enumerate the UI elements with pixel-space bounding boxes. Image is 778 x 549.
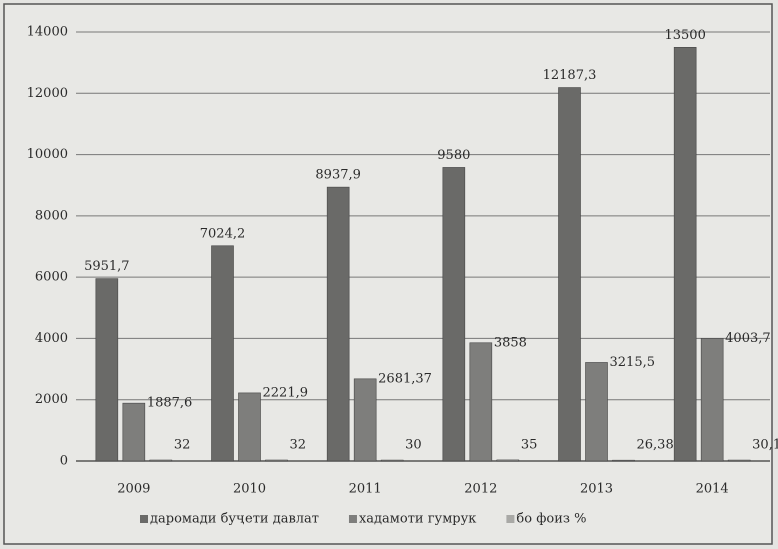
data-label: 5951,7 — [84, 259, 130, 274]
bar — [265, 459, 288, 462]
data-label: 35 — [521, 438, 538, 453]
bar — [727, 459, 751, 462]
bar — [700, 338, 724, 462]
data-label: 9580 — [437, 148, 470, 163]
bar — [673, 47, 697, 462]
bar — [442, 167, 466, 462]
data-label: 12187,3 — [543, 68, 597, 83]
y-tick-label: 2000 — [35, 392, 68, 407]
data-label: 30 — [405, 438, 422, 453]
x-tick-label: 2011 — [349, 482, 382, 497]
bar — [496, 459, 520, 462]
data-label: 26,38 — [637, 438, 674, 453]
y-tick-label: 0 — [60, 454, 68, 469]
bar — [211, 245, 234, 462]
x-tick-label: 2014 — [696, 482, 729, 497]
legend-label: хадамоти гумрук — [359, 512, 476, 527]
bar — [95, 278, 119, 462]
x-tick-label: 2010 — [233, 482, 266, 497]
bar — [469, 342, 493, 462]
data-label: 3858 — [494, 335, 527, 350]
bar — [585, 362, 608, 462]
data-label: 13500 — [664, 28, 705, 43]
x-tick-label: 2009 — [117, 482, 150, 497]
bar — [326, 186, 350, 462]
data-label: 7024,2 — [200, 226, 246, 241]
bar — [353, 378, 377, 462]
bar — [238, 392, 261, 462]
legend-swatch — [506, 515, 515, 523]
y-tick-label: 6000 — [35, 270, 68, 285]
y-tick-label: 12000 — [27, 86, 68, 101]
data-label: 2221,9 — [263, 385, 309, 400]
data-label: 8937,9 — [315, 168, 361, 183]
bar — [558, 87, 581, 462]
bar — [122, 402, 146, 462]
legend-swatch — [348, 515, 357, 523]
data-label: 1887,6 — [147, 396, 193, 411]
data-label: 3215,5 — [610, 355, 656, 370]
data-label: 32 — [290, 438, 307, 453]
data-label: 32 — [174, 438, 191, 453]
legend-swatch — [140, 515, 148, 523]
legend-label: даромади буҷети давлат — [150, 512, 319, 527]
y-tick-label: 14000 — [27, 25, 68, 40]
bar — [612, 459, 635, 462]
data-label: 2681,37 — [378, 371, 432, 386]
legend-label: бо фоиз % — [516, 512, 586, 527]
y-tick-label: 4000 — [35, 331, 68, 346]
y-tick-label: 8000 — [35, 208, 68, 223]
bar — [380, 459, 404, 462]
bar — [149, 459, 173, 462]
data-label: 30,10 — [752, 438, 778, 453]
y-tick-label: 10000 — [27, 147, 68, 162]
x-tick-label: 2012 — [464, 482, 497, 497]
x-tick-label: 2013 — [580, 482, 613, 497]
data-label: 4003,7 — [725, 331, 771, 346]
